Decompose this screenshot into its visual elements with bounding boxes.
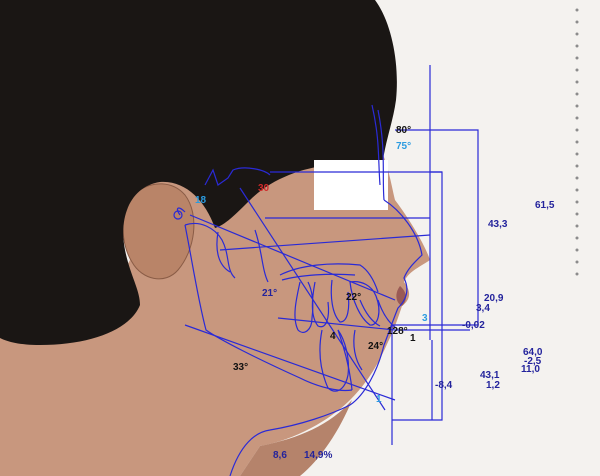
label-43-3: 43,3 (488, 219, 508, 230)
label-neg-0-02: -0,02 (462, 320, 485, 331)
label-neg-2-5: -2,5 (524, 356, 542, 367)
ear (122, 183, 195, 280)
label-3-cyan: 3 (422, 313, 428, 324)
label-30: 30 (258, 183, 270, 194)
measurement-labels: 80° 75° 30 18 21° 22° 33° 128° 24° 1 4 3… (195, 125, 555, 461)
label-3-4: 3,4 (476, 303, 490, 314)
label-11-0: 11,0 (521, 364, 540, 375)
eye-redaction-box (314, 160, 388, 210)
label-24: 24° (368, 341, 383, 352)
label-1-black: 1 (410, 333, 416, 344)
label-14-9: 14,9% (304, 450, 332, 461)
hair (0, 0, 397, 345)
label-64-0: 64,0 (523, 347, 543, 358)
label-18: 18 (195, 195, 207, 206)
label-neg-8-4: -8,4 (435, 380, 453, 391)
label-80: 80° (396, 125, 411, 136)
label-61-5: 61,5 (535, 200, 555, 211)
label-75: 75° (396, 141, 411, 152)
label-1-cyan: 1 (376, 394, 382, 405)
cephalometric-tracing (173, 65, 479, 476)
neck-shadow (240, 400, 352, 476)
label-22: 22° (346, 292, 361, 303)
label-128: 128° (387, 326, 408, 337)
label-20-9: 20,9 (484, 293, 504, 304)
label-8-6: 8,6 (273, 450, 287, 461)
label-1-2: 1,2 (486, 380, 500, 391)
label-21: 21° (262, 288, 277, 299)
label-4: 4 (330, 331, 336, 342)
ruler-scale (575, 8, 579, 276)
label-33: 33° (233, 362, 248, 373)
label-43-1: 43,1 (480, 370, 500, 381)
